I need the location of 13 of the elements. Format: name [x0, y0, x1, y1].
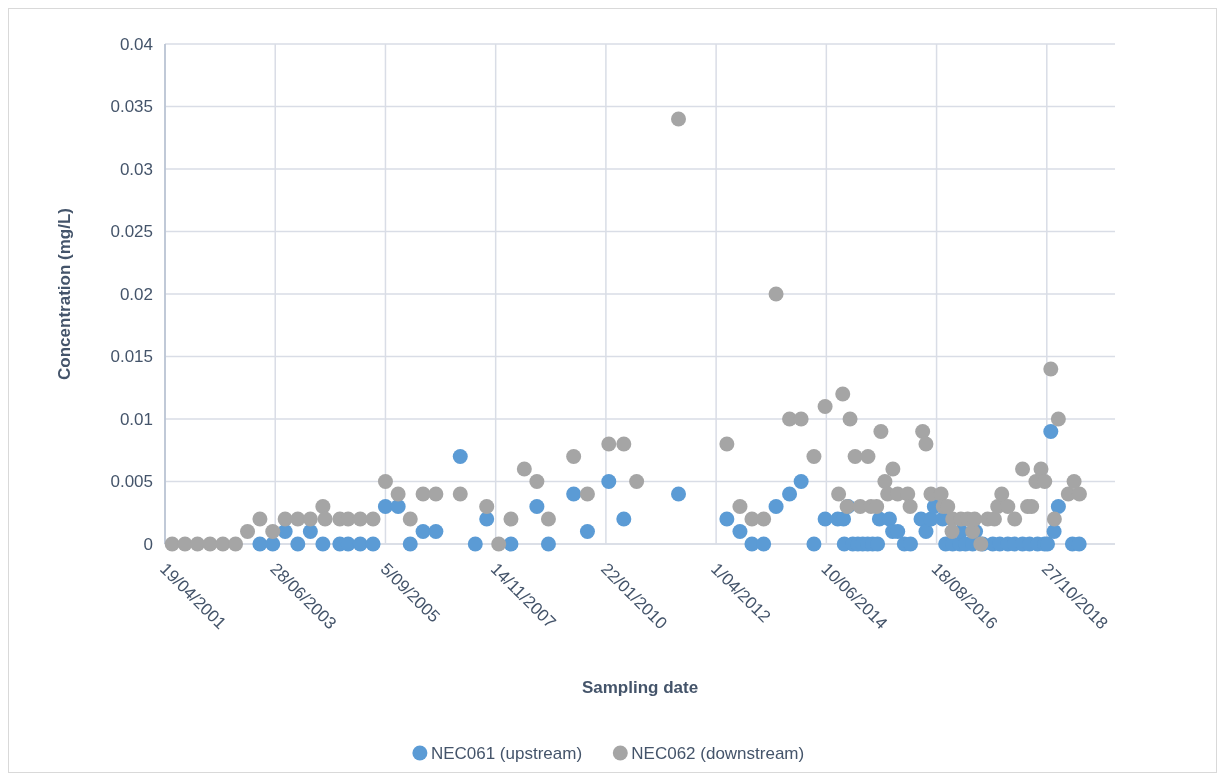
y-tick-label: 0.035 [110, 97, 153, 117]
y-tick-label: 0.03 [119, 159, 153, 179]
legend-label: NEC062 (downstream) [631, 743, 805, 763]
y-tick-label: 0 [143, 534, 153, 554]
y-tick-label: 0.005 [110, 472, 153, 492]
y-tick-label: 0.01 [119, 409, 153, 429]
legend-label: NEC061 (upstream) [430, 743, 583, 763]
y-tick-label: 0.015 [110, 347, 153, 367]
x-axis-title: Sampling date [581, 678, 699, 697]
y-axis-title: Concentration (mg/L) [55, 208, 74, 380]
y-tick-label: 0.04 [119, 34, 153, 54]
y-tick-label: 0.025 [110, 222, 153, 242]
y-tick-label: 0.02 [119, 284, 153, 304]
